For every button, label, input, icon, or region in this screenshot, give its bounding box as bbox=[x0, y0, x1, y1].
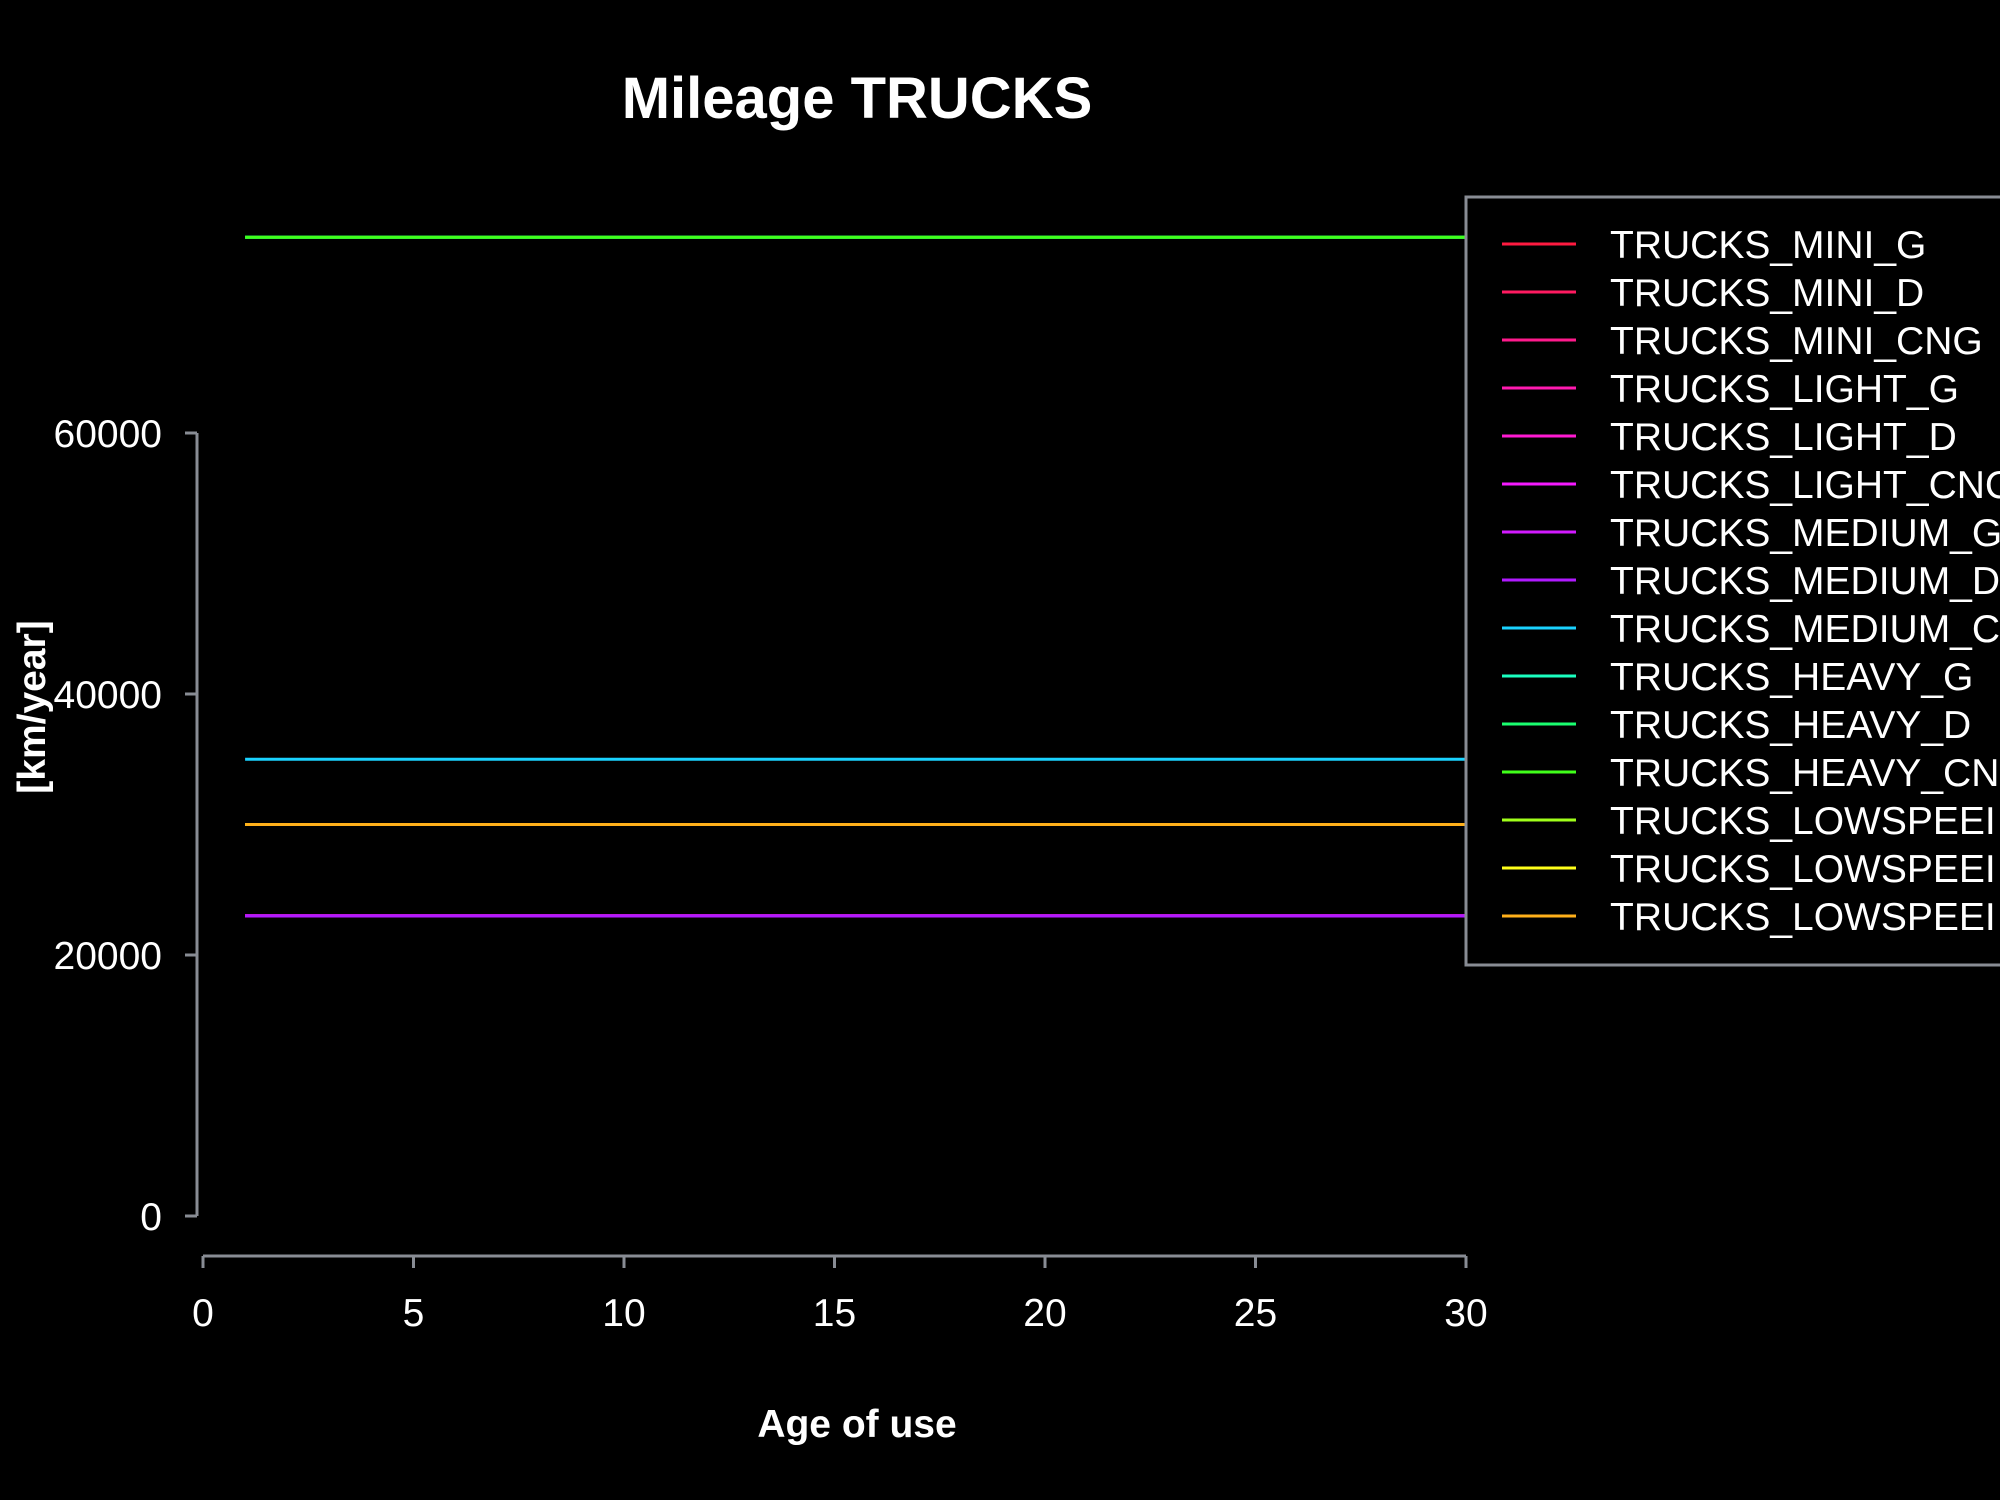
y-tick-label: 40000 bbox=[54, 674, 162, 717]
legend-label-trucks-lowspeed-g: TRUCKS_LOWSPEEI bbox=[1610, 800, 1996, 843]
legend-label-trucks-lowspeed-cng: TRUCKS_LOWSPEEI bbox=[1610, 896, 1996, 939]
legend-label-trucks-medium-g: TRUCKS_MEDIUM_G bbox=[1610, 512, 2000, 555]
y-tick-label: 20000 bbox=[54, 935, 162, 978]
x-tick-label: 30 bbox=[1444, 1292, 1487, 1335]
legend-label-trucks-medium-d: TRUCKS_MEDIUM_D bbox=[1610, 560, 2000, 603]
legend-label-trucks-heavy-cng: TRUCKS_HEAVY_CN bbox=[1610, 752, 1999, 795]
legend-label-trucks-light-cng: TRUCKS_LIGHT_CNC bbox=[1610, 464, 2000, 507]
x-tick-label: 0 bbox=[192, 1292, 214, 1335]
x-tick-label: 20 bbox=[1023, 1292, 1066, 1335]
legend-label-trucks-light-d: TRUCKS_LIGHT_D bbox=[1610, 416, 1957, 459]
legend-label-trucks-mini-g: TRUCKS_MINI_G bbox=[1610, 224, 1926, 267]
legend-label-trucks-medium-cng: TRUCKS_MEDIUM_C bbox=[1610, 608, 2000, 651]
y-tick-label: 60000 bbox=[54, 413, 162, 456]
axes: 0 20000 40000 60000 0 5 10 15 20 25 30 bbox=[54, 413, 1488, 1335]
legend: TRUCKS_MINI_G TRUCKS_MINI_D TRUCKS_MINI_CN… bbox=[1464, 195, 2000, 967]
legend-label-trucks-heavy-d: TRUCKS_HEAVY_D bbox=[1610, 704, 1971, 747]
chart-title: Mileage TRUCKS bbox=[622, 66, 1093, 131]
y-tick-label: 0 bbox=[140, 1196, 162, 1239]
x-tick-label: 5 bbox=[403, 1292, 425, 1335]
legend-label-trucks-light-g: TRUCKS_LIGHT_G bbox=[1610, 368, 1959, 411]
legend-label-trucks-lowspeed-d: TRUCKS_LOWSPEEI bbox=[1610, 848, 1996, 891]
x-tick-label: 15 bbox=[813, 1292, 856, 1335]
x-tick-label: 25 bbox=[1234, 1292, 1277, 1335]
y-axis-label: [km/year] bbox=[11, 620, 54, 793]
legend-label-trucks-mini-d: TRUCKS_MINI_D bbox=[1610, 272, 1924, 315]
legend-label-trucks-mini-cng: TRUCKS_MINI_CNG bbox=[1610, 320, 1983, 363]
x-tick-label: 10 bbox=[602, 1292, 645, 1335]
plot-lines bbox=[245, 235, 1466, 918]
legend-label-trucks-heavy-g: TRUCKS_HEAVY_G bbox=[1610, 656, 1973, 699]
x-axis-label: Age of use bbox=[757, 1403, 956, 1446]
